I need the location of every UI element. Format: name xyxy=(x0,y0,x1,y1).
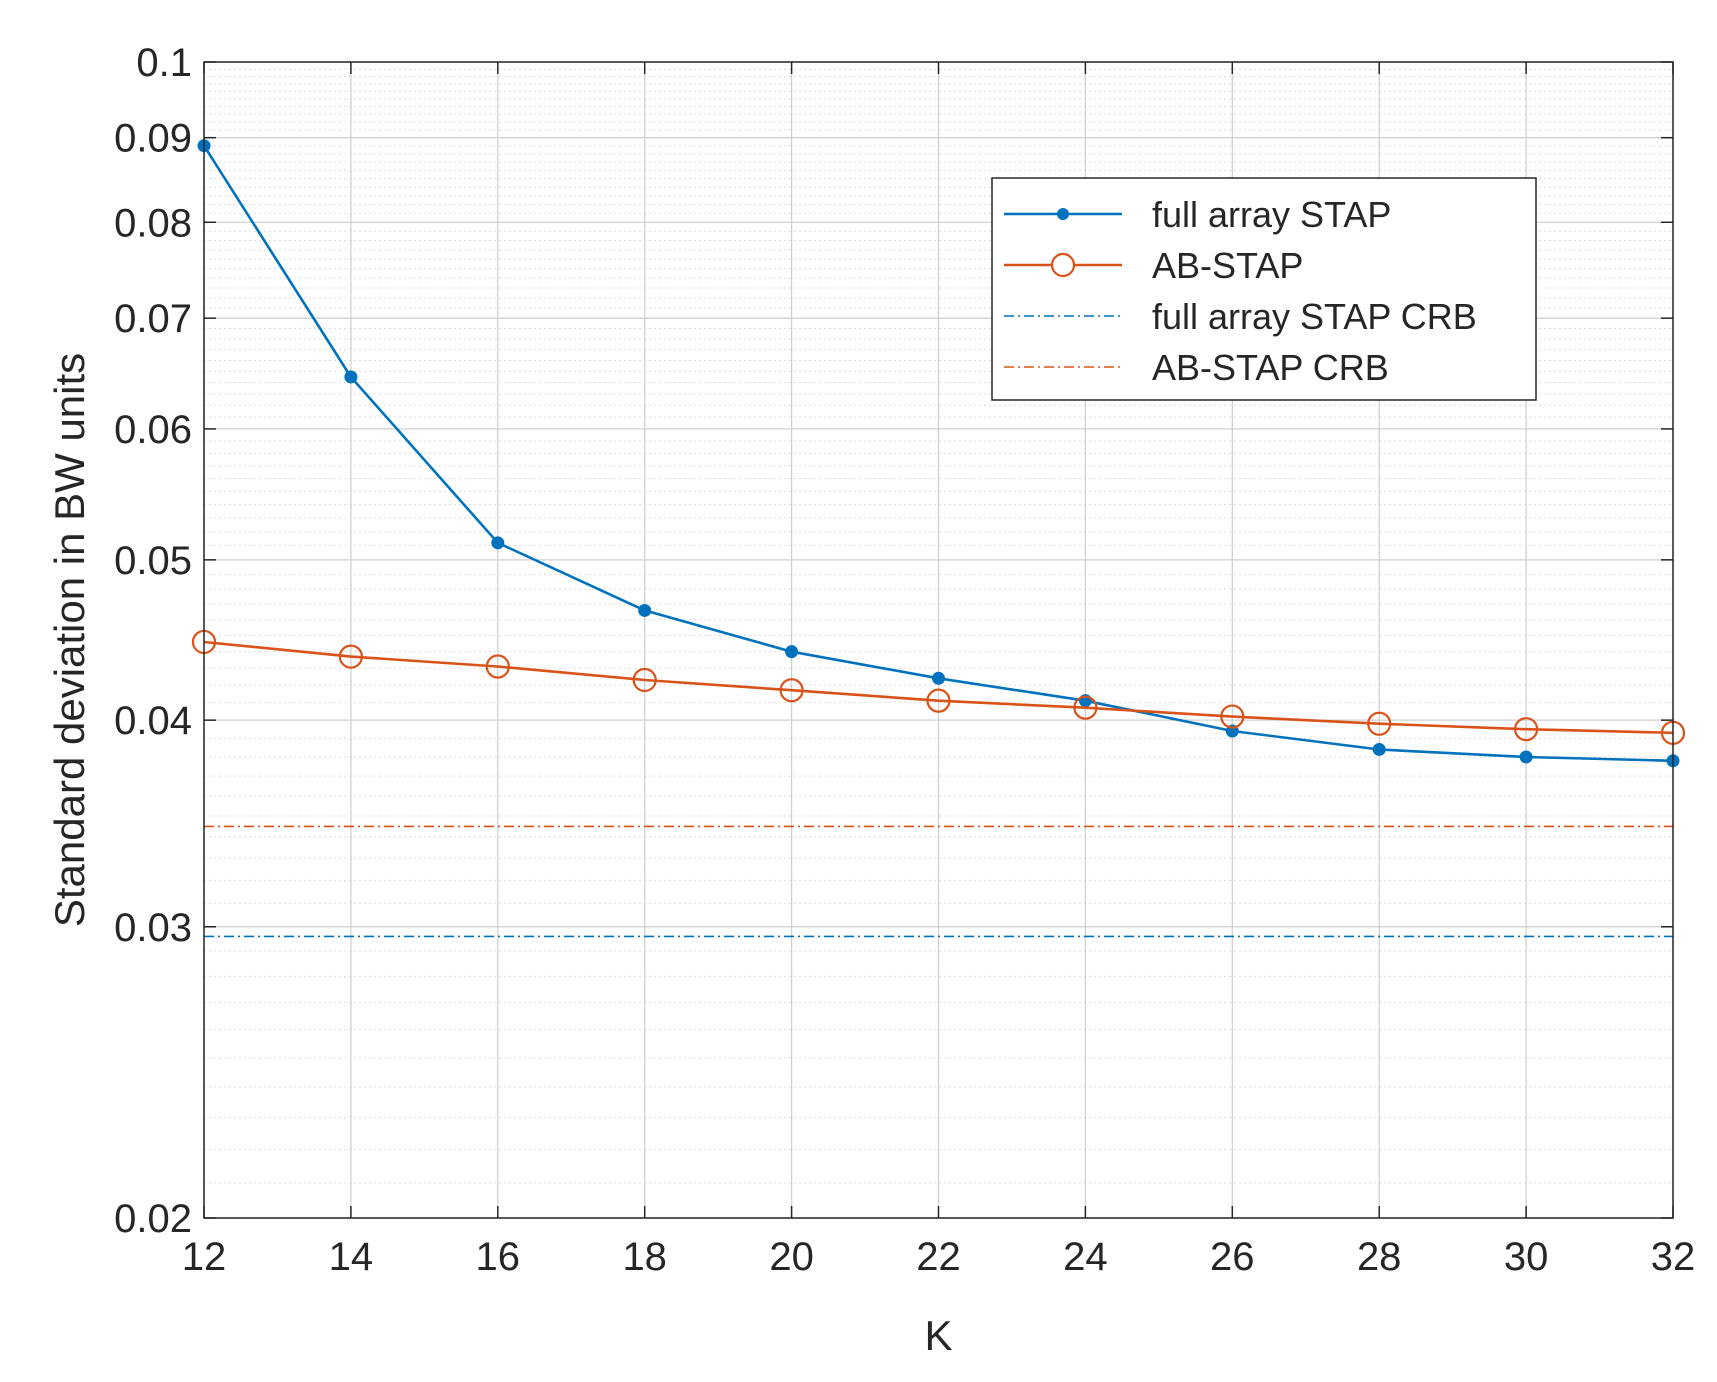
legend-item-ab-stap: AB-STAP xyxy=(1004,245,1303,286)
x-axis-title: K xyxy=(924,1312,952,1359)
data-point-full-array-stap xyxy=(638,603,652,617)
data-point-full-array-stap xyxy=(1519,750,1533,764)
y-tick-label: 0.08 xyxy=(114,201,192,245)
data-point-ab-stap xyxy=(1513,717,1539,742)
data-point-ab-stap xyxy=(632,667,657,693)
legend-label: full array STAP CRB xyxy=(1152,296,1477,337)
series-full-array-stap xyxy=(197,139,1680,768)
y-tick-label: 0.06 xyxy=(114,408,192,452)
legend: full array STAP AB-STAP full array STAP CR… xyxy=(991,177,1537,401)
data-point-full-array-stap xyxy=(785,645,799,659)
data-point-full-array-stap xyxy=(344,370,358,384)
data-point-ab-stap xyxy=(485,654,510,679)
legend-item-full-array-stap: full array STAP xyxy=(1004,194,1391,235)
legend-item-ab-stap-crb: AB-STAP CRB xyxy=(1004,347,1389,388)
y-tick-label: 0.07 xyxy=(114,297,192,341)
x-tick-label: 28 xyxy=(1357,1235,1402,1279)
data-point-ab-stap xyxy=(338,644,363,669)
x-tick-label: 18 xyxy=(622,1235,667,1279)
x-tick-label: 22 xyxy=(916,1235,961,1279)
x-tick-label: 24 xyxy=(1063,1235,1108,1279)
x-tick-label: 30 xyxy=(1504,1235,1549,1279)
data-point-ab-stap xyxy=(1367,711,1392,736)
legend-label: full array STAP xyxy=(1152,194,1391,235)
y-tick-label: 0.05 xyxy=(114,539,192,583)
legend-label: AB-STAP CRB xyxy=(1152,347,1389,388)
y-tick-label: 0.1 xyxy=(136,41,192,85)
legend-label: AB-STAP xyxy=(1152,245,1303,286)
series-layer xyxy=(191,139,1686,938)
x-tick-label: 26 xyxy=(1210,1235,1255,1279)
y-axis-title: Standard deviation in BW units xyxy=(46,353,93,927)
y-tick-label: 0.03 xyxy=(114,906,192,950)
series-line-ab-stap xyxy=(203,640,1674,735)
legend-marker xyxy=(1057,208,1069,220)
legend-marker xyxy=(1050,252,1076,278)
y-tick-label: 0.09 xyxy=(114,117,192,161)
ticks: 12 14 16 18 20 22 24 26 28 30 32 0.02 0.03 0.04 0.05 0.… xyxy=(114,41,1695,1279)
x-tick-label: 20 xyxy=(769,1235,814,1279)
data-point-full-array-stap xyxy=(491,536,505,550)
data-point-full-array-stap xyxy=(932,671,945,685)
data-point-ab-stap xyxy=(779,678,804,703)
x-tick-label: 12 xyxy=(182,1235,227,1279)
y-tick-label: 0.04 xyxy=(114,699,192,743)
data-point-ab-stap xyxy=(926,688,951,713)
legend-item-full-array-stap-crb: full array STAP CRB xyxy=(1004,296,1477,337)
y-tick-label: 0.02 xyxy=(114,1197,192,1241)
x-tick-label: 16 xyxy=(476,1235,521,1279)
data-point-ab-stap xyxy=(1220,704,1245,729)
data-point-ab-stap xyxy=(1073,695,1098,720)
data-point-full-array-stap xyxy=(1372,742,1386,756)
x-tick-label: 14 xyxy=(329,1235,374,1279)
x-tick-label: 32 xyxy=(1651,1235,1696,1279)
